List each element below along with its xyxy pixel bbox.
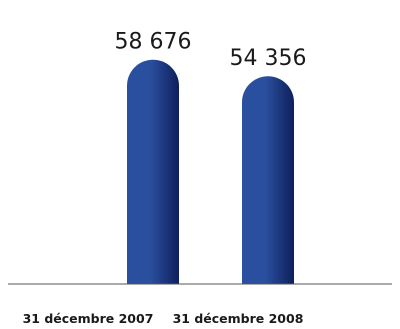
category-label-1: 31 décembre 2007 [23, 311, 154, 326]
bar-value-label-2: 54 356 [230, 46, 307, 71]
bars-group [127, 59, 294, 284]
labels-group: 58 676 31 décembre 2007 54 356 31 décembre … [23, 30, 307, 326]
bar-value-label-1: 58 676 [115, 30, 192, 55]
bar-2 [242, 76, 294, 284]
bar-1 [127, 59, 179, 284]
category-label-2: 31 décembre 2008 [173, 311, 304, 326]
